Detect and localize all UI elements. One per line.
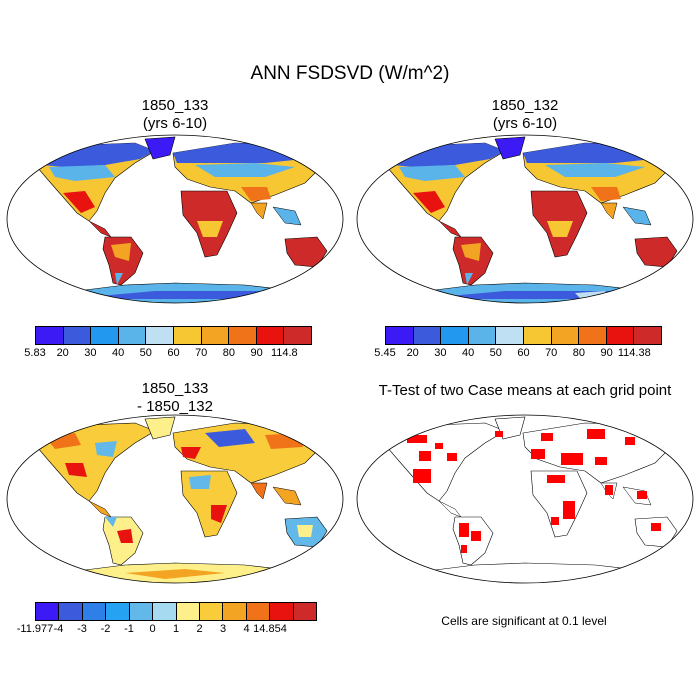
colorbar-cell bbox=[63, 327, 92, 344]
colorbar-cell bbox=[146, 327, 174, 344]
colorbar-tick-label: 90 bbox=[600, 347, 613, 359]
map-bottom-right bbox=[356, 414, 694, 584]
panel-title-bottom-right-line1: T-Test of two Case means at each grid po… bbox=[378, 382, 672, 399]
colorbar-tick-label: -3 bbox=[77, 623, 87, 635]
colorbar-cell bbox=[106, 603, 130, 620]
colorbar-tick-label: 5.45 bbox=[374, 347, 396, 359]
map-top-right bbox=[356, 134, 694, 304]
colorbar-cell bbox=[153, 603, 177, 620]
colorbar-cell bbox=[496, 327, 524, 344]
colorbar-cell bbox=[36, 327, 64, 344]
colorbar-cell bbox=[270, 603, 294, 620]
colorbar-tick-label: 80 bbox=[572, 347, 586, 359]
colorbar-cell bbox=[36, 603, 60, 620]
colorbar-tick-label: 90 bbox=[250, 347, 263, 359]
map-bottom-left bbox=[6, 414, 344, 584]
colorbar-cell bbox=[579, 327, 607, 344]
colorbar-tick-label: 50 bbox=[139, 347, 152, 359]
colorbar-cell bbox=[246, 603, 271, 620]
colorbar-cell bbox=[59, 603, 83, 620]
colorbar-tick-label: 40 bbox=[461, 347, 475, 359]
colorbar-bottom-left bbox=[35, 602, 317, 621]
colorbar-tick-label: 70 bbox=[545, 347, 558, 359]
colorbar-tick-label: 2 bbox=[196, 623, 203, 635]
colorbar-tick-label: -11.977 bbox=[16, 623, 54, 635]
colorbar-tick-label: 3 bbox=[219, 623, 227, 635]
colorbar-cell bbox=[293, 603, 317, 620]
colorbar-cell bbox=[284, 327, 311, 344]
colorbar-cell bbox=[551, 327, 580, 344]
panel-title-top-left-line1: 1850_133 bbox=[141, 97, 209, 114]
panel-title-bottom-left-line2: - 1850_132 bbox=[137, 398, 213, 415]
colorbar-tick-label: 14.854 bbox=[253, 623, 287, 635]
colorbar-tick-label: -1 bbox=[124, 623, 134, 635]
colorbar-cell bbox=[413, 327, 442, 344]
colorbar-tick-label: 30 bbox=[434, 347, 447, 359]
colorbar-tick-label: 5.83 bbox=[24, 347, 46, 359]
colorbar-cell bbox=[173, 327, 202, 344]
panel-title-bottom-left-line1: 1850_133 bbox=[141, 380, 209, 397]
colorbar-tick-label: 1 bbox=[172, 623, 180, 635]
map-top-left bbox=[6, 134, 344, 304]
colorbar-cell bbox=[468, 327, 497, 344]
colorbar-tick-label: 20 bbox=[56, 347, 69, 359]
colorbar-tick-label: 4 bbox=[243, 623, 250, 635]
panel-title-bottom-right: T-Test of two Case means at each grid po… bbox=[355, 382, 695, 400]
panel-title-top-left: 1850_133 (yrs 6-10) bbox=[60, 97, 290, 133]
colorbar-cell bbox=[386, 327, 414, 344]
colorbar-tick-label: 0 bbox=[149, 623, 156, 635]
figure-title: ANN FSDSVD (W/m^2) bbox=[250, 63, 450, 84]
colorbar-tick-label: 70 bbox=[195, 347, 208, 359]
panel-title-top-right-line1: 1850_132 bbox=[491, 97, 559, 114]
colorbar-cell bbox=[223, 603, 247, 620]
panel-title-top-right: 1850_132 (yrs 6-10) bbox=[410, 97, 640, 133]
significance-cells bbox=[407, 429, 661, 553]
colorbar-cell bbox=[634, 327, 661, 344]
colorbar-cell bbox=[118, 327, 147, 344]
colorbar-cell bbox=[441, 327, 469, 344]
colorbar-top-left bbox=[35, 326, 312, 345]
colorbar-tick-label: -4 bbox=[53, 623, 64, 635]
panel-title-top-right-line2: (yrs 6-10) bbox=[492, 115, 558, 132]
continents-top-left bbox=[32, 136, 328, 303]
colorbar-cell bbox=[523, 327, 552, 344]
panel-title-bottom-left: 1850_133 - 1850_132 bbox=[60, 380, 290, 416]
colorbar-tick-label: 20 bbox=[406, 347, 419, 359]
colorbar-tick-label: 114.38 bbox=[617, 347, 651, 359]
colorbar-tick-label: -2 bbox=[100, 623, 111, 635]
colorbar-cell bbox=[91, 327, 119, 344]
colorbar-tick-label: 50 bbox=[489, 347, 502, 359]
significance-note: Cells are significant at 0.1 level bbox=[441, 614, 607, 628]
colorbar-tick-label: 80 bbox=[222, 347, 236, 359]
colorbar-cell bbox=[201, 327, 230, 344]
panel-title-top-left-line2: (yrs 6-10) bbox=[142, 115, 208, 132]
colorbar-tick-label: 40 bbox=[111, 347, 125, 359]
colorbar-tick-label: 30 bbox=[84, 347, 97, 359]
colorbar-cell bbox=[176, 603, 200, 620]
colorbar-tick-label: 114.8 bbox=[270, 347, 298, 359]
colorbar-cell bbox=[199, 603, 224, 620]
colorbar-cell bbox=[129, 603, 154, 620]
colorbar-cell bbox=[82, 603, 107, 620]
colorbar-top-right bbox=[385, 326, 662, 345]
colorbar-cell bbox=[256, 327, 285, 344]
colorbar-tick-label: 60 bbox=[517, 347, 530, 359]
colorbar-tick-label: 60 bbox=[167, 347, 180, 359]
colorbar-cell bbox=[229, 327, 257, 344]
colorbar-cell bbox=[606, 327, 635, 344]
